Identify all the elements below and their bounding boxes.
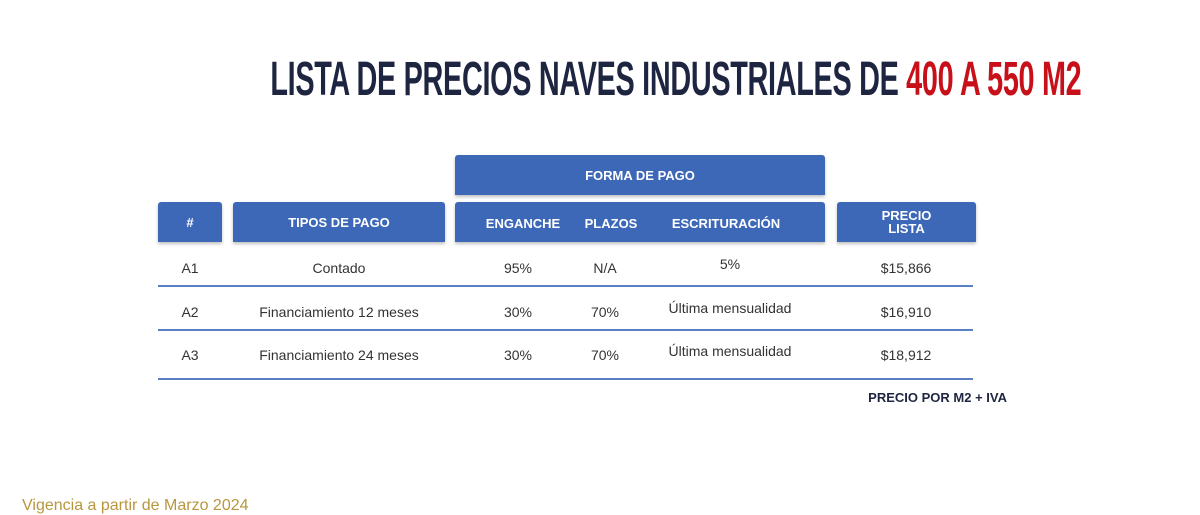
table-cell: $18,912: [880, 347, 932, 363]
column-header: PRECIO LISTA: [837, 202, 976, 242]
row-divider: [158, 285, 973, 287]
note: PRECIO POR M2 + IVA: [868, 390, 1007, 405]
table-cell: A3: [181, 347, 199, 363]
column-header: PLAZOS: [584, 216, 638, 231]
title-text: LISTA DE PRECIOS NAVES INDUSTRIALES DE 4…: [270, 52, 1081, 107]
title-main: LISTA DE PRECIOS NAVES INDUSTRIALES DE: [270, 53, 899, 106]
table-cell: Contado: [312, 260, 366, 276]
table-cell: $15,866: [880, 260, 932, 276]
table-cell: 5%: [719, 256, 741, 272]
table-cell: 95%: [503, 260, 533, 276]
group-header: FORMA DE PAGO: [455, 155, 825, 195]
footer: Vigencia a partir de Marzo 2024: [22, 497, 249, 514]
table-cell: Última mensualidad: [668, 343, 792, 359]
column-header: #: [158, 202, 222, 242]
table-cell: 70%: [590, 304, 620, 320]
column-header: ENGANCHE: [485, 216, 561, 231]
table-cell: 30%: [503, 304, 533, 320]
table-cell: Última mensualidad: [668, 300, 792, 316]
row-divider: [158, 329, 973, 331]
table-cell: N/A: [593, 260, 617, 276]
row-divider: [158, 378, 973, 380]
title: LISTA DE PRECIOS NAVES INDUSTRIALES DE 4…: [0, 52, 1200, 107]
table-cell: A2: [181, 304, 199, 320]
title-highlight: 400 A 550 M2: [906, 53, 1082, 106]
column-header: ESCRITURACIÓN: [671, 216, 781, 231]
column-header: TIPOS DE PAGO: [233, 202, 445, 242]
table-cell: $16,910: [880, 304, 932, 320]
table-cell: 30%: [503, 347, 533, 363]
table-cell: 70%: [590, 347, 620, 363]
table-cell: Financiamiento 24 meses: [259, 347, 419, 363]
column-group-box: [455, 202, 825, 242]
table-cell: Financiamiento 12 meses: [259, 304, 419, 320]
table-cell: A1: [181, 260, 199, 276]
